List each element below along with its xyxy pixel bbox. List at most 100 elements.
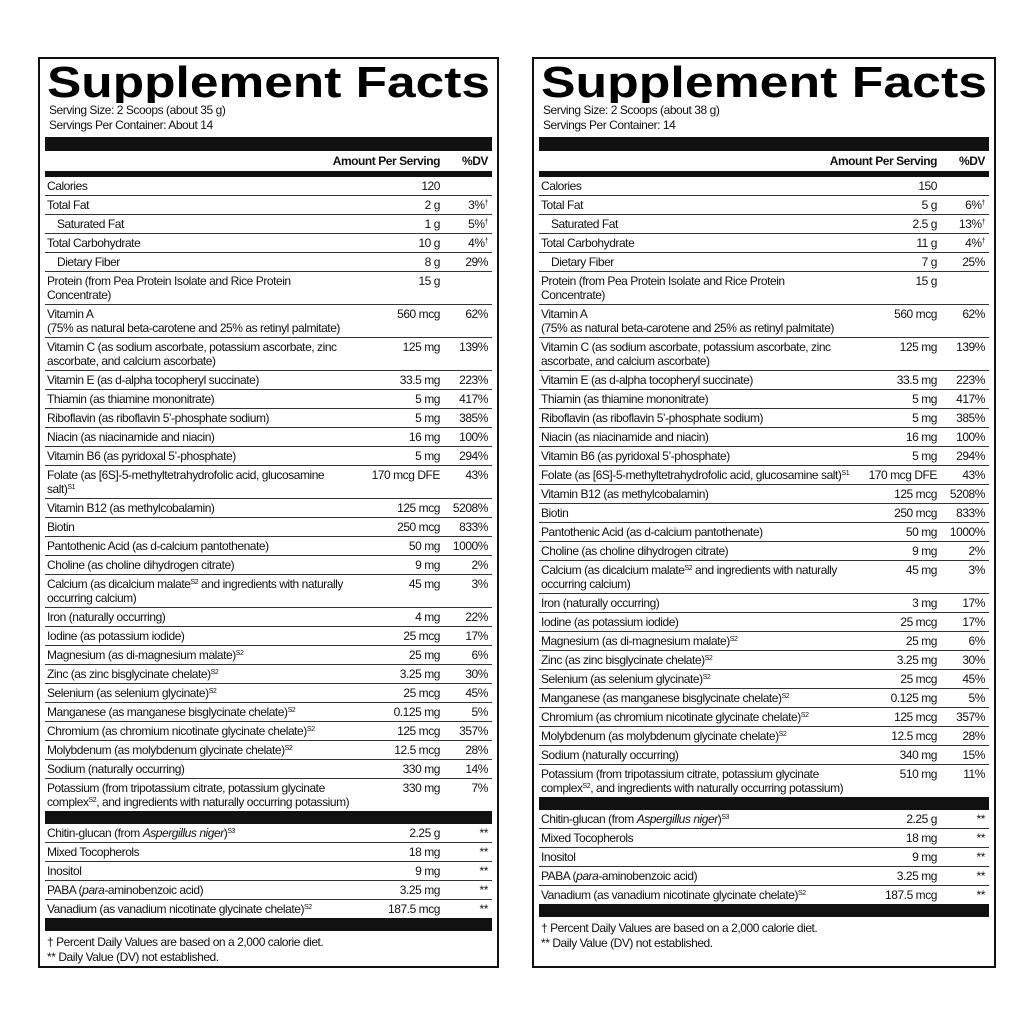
text: Chromium (as chromium nicotinate glycina…	[541, 710, 801, 724]
amount: 3.25 mg	[896, 869, 938, 883]
superscript: S2	[800, 712, 809, 719]
nutrient-name: Dietary Fiber	[45, 255, 358, 269]
text: Iodine (as potassium iodide)	[541, 615, 679, 629]
superscript: S2	[304, 904, 312, 911]
nutrient-row: Chitin-glucan (from Aspergillus niger)S3…	[45, 824, 492, 843]
dv-text: **	[976, 850, 986, 864]
nutrient-name: Mixed Tocopherols	[45, 845, 358, 859]
nutrient-name: Thiamin (as thiamine mononitrate)	[539, 392, 855, 406]
daily-value: 294%	[937, 449, 989, 463]
nutrient-name: PABA (para-aminobenzoic acid)	[539, 869, 855, 883]
superscript: S2	[702, 674, 711, 681]
nutrient-row: Choline (as choline dihydrogen citrate) 9…	[45, 556, 492, 575]
amount: 560 mcg	[894, 307, 937, 321]
text: Zinc (as zinc bisglycinate chelate)	[541, 653, 705, 667]
dv-note: †	[981, 200, 986, 207]
dv-text: 43%	[962, 468, 985, 482]
column-header: Amount Per Serving %DV	[45, 151, 492, 171]
dv-text: 223%	[956, 373, 985, 387]
dv-text: 357%	[459, 724, 488, 738]
text: Inositol	[541, 850, 576, 864]
amount: 2.5 g	[912, 217, 938, 231]
text: Chromium (as chromium nicotinate glycina…	[47, 724, 307, 738]
text: Calcium (as dicalcium malate	[541, 563, 685, 577]
amount: 25 mcg	[403, 629, 440, 643]
nutrient-name: Iron (naturally occurring)	[45, 610, 358, 624]
nutrient-row: Total Fat 2 g 3%†	[45, 196, 492, 215]
daily-value: 5%	[440, 705, 492, 719]
nutrient-name: Biotin	[45, 520, 358, 534]
amount: 125 mcg	[894, 710, 937, 724]
amount: 15 g	[915, 274, 937, 288]
superscript: S2	[210, 669, 219, 676]
nutrient-name: Inositol	[45, 864, 358, 878]
nutrient-row: Sodium (naturally occurring) 340 mg 15%	[539, 746, 989, 765]
nutrient-name: Selenium (as selenium glycinate)S2	[45, 686, 358, 700]
nutrient-name: Total Carbohydrate	[539, 236, 855, 250]
daily-value: 6%	[937, 634, 989, 648]
nutrient-name: Calories	[539, 179, 855, 193]
nutrient-row: Iodine (as potassium iodide) 25 mcg 17%	[539, 613, 989, 632]
nutrient-name: Choline (as choline dihydrogen citrate)	[45, 558, 358, 572]
nutrient-name: Selenium (as selenium glycinate)S2	[539, 672, 855, 686]
daily-value: 17%	[937, 615, 989, 629]
amount: 170 mcg DFE	[371, 468, 441, 482]
dv-text: 4%	[965, 236, 982, 250]
nutrient-name: Vanadium (as vanadium nicotinate glycina…	[45, 902, 358, 916]
text: Saturated Fat	[551, 217, 618, 231]
superscript: S2	[287, 707, 296, 714]
text: Molybdenum (as molybdenum glycinate chel…	[47, 743, 285, 757]
italic-text: Aspergillus niger	[636, 812, 719, 826]
nutrient-row: Molybdenum (as molybdenum glycinate chel…	[45, 741, 492, 760]
nutrient-row: Zinc (as zinc bisglycinate chelate)S2 3.2…	[539, 651, 989, 670]
nutrient-row: Biotin 250 mcg 833%	[45, 518, 492, 537]
text: Riboflavin (as riboflavin 5’-phosphate s…	[47, 411, 270, 425]
dv-text: **	[479, 845, 489, 859]
amount: 15 g	[418, 274, 440, 288]
footnotes: † Percent Daily Values are based on a 2,…	[539, 917, 989, 951]
nutrient-name: Saturated Fat	[539, 217, 855, 231]
nutrient-name: Inositol	[539, 850, 855, 864]
text: Chitin-glucan (from	[47, 826, 143, 840]
nutrient-name: Sodium (naturally occurring)	[45, 762, 358, 776]
dv-text: 45%	[962, 672, 985, 686]
nutrient-row: Niacin (as niacinamide and niacin) 16 mg 1…	[539, 428, 989, 447]
nutrient-row: Vitamin B12 (as methylcobalamin) 125 mcg 5…	[539, 485, 989, 504]
text: Protein (from Pea Protein Isolate and Ri…	[541, 274, 785, 302]
nutrient-row: Magnesium (as di-magnesium malate)S2 25 m…	[45, 646, 492, 665]
amount: 125 mg	[402, 340, 441, 354]
text: Riboflavin (as riboflavin 5’-phosphate s…	[541, 411, 764, 425]
nutrient-row: Calories 120	[45, 177, 492, 196]
nutrient-row: Vanadium (as vanadium nicotinate glycina…	[539, 886, 989, 904]
nutrient-name: Folate (as [6S]-5-methyltetrahydrofolic …	[539, 468, 855, 482]
daily-value: 2%	[937, 544, 989, 558]
amount: 16 mg	[408, 430, 441, 444]
text: and ingredients with naturally occurring…	[541, 563, 837, 591]
daily-value: 3%	[440, 577, 492, 605]
dv-text: 28%	[465, 743, 488, 757]
dv-text: 385%	[459, 411, 488, 425]
dv-text: 17%	[962, 596, 985, 610]
dv-text: 22%	[465, 610, 488, 624]
nutrient-name: Molybdenum (as molybdenum glycinate chel…	[539, 729, 855, 743]
amount: 187.5 mcg	[388, 902, 440, 916]
daily-value: **	[440, 883, 492, 897]
text: Biotin	[47, 520, 75, 534]
nutrient-name: Chitin-glucan (from Aspergillus niger)S3	[539, 812, 855, 826]
italic-text: Aspergillus niger	[142, 826, 225, 840]
text: and ingredients with naturally occurring…	[47, 577, 343, 605]
dv-text: 833%	[459, 520, 488, 534]
dv-text: 29%	[465, 255, 488, 269]
text: Vitamin B12 (as methylcobalamin)	[47, 501, 215, 515]
text: Calories	[541, 179, 582, 193]
nutrient-row: Saturated Fat 2.5 g 13%†	[539, 215, 989, 234]
nutrient-row: Vitamin A (75% as natural beta-carotene a…	[539, 305, 989, 338]
text: Vitamin C (as sodium ascorbate, potassiu…	[541, 340, 831, 368]
dv-text: 30%	[465, 667, 488, 681]
text: Vitamin A	[541, 307, 588, 321]
daily-value: 62%	[440, 307, 492, 335]
nutrient-row: Pantothenic Acid (as d-calcium pantothen…	[45, 537, 492, 556]
dv-note: †	[981, 219, 986, 226]
footnote: ** Daily Value (DV) not established.	[541, 936, 713, 950]
nutrient-row: Mixed Tocopherols 18 mg **	[539, 829, 989, 848]
